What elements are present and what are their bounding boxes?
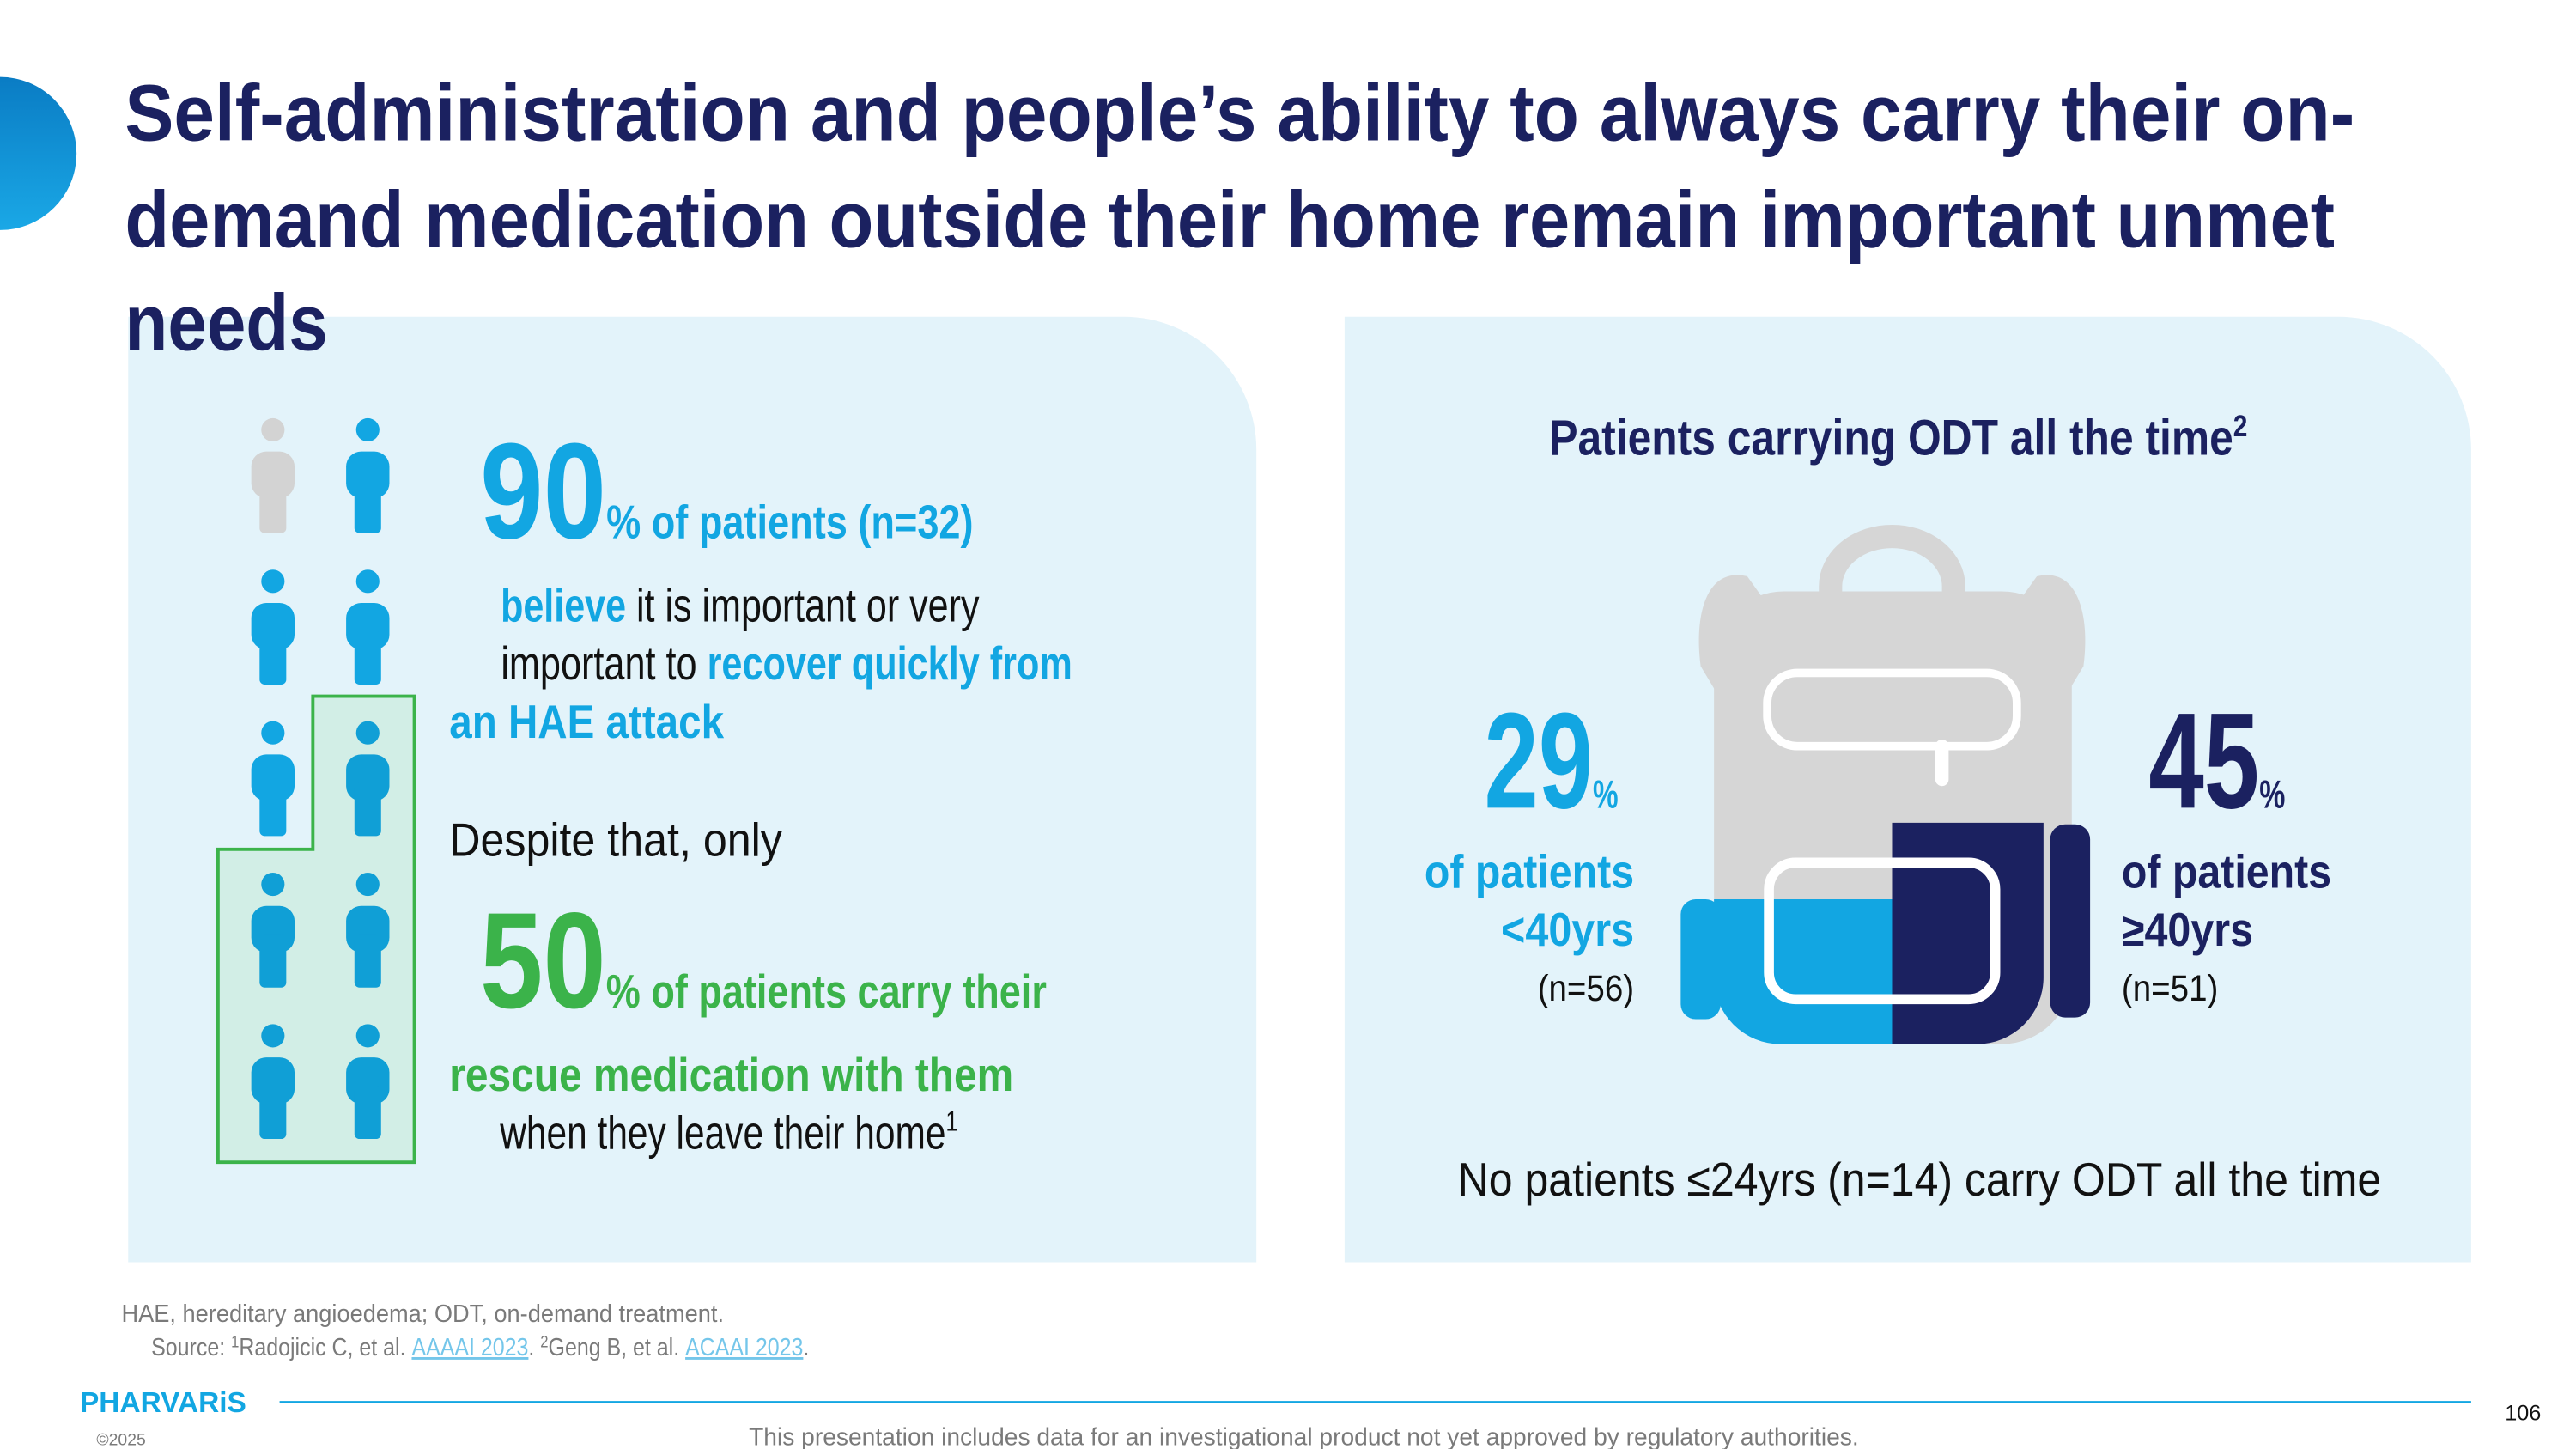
stat-line: 50% of patients carry their: [449, 884, 1065, 1037]
group-n: (n=56): [1538, 968, 1634, 1009]
title-line: demand medication outside their home rem…: [125, 174, 2335, 264]
bridge-text: Despite that, only: [449, 815, 782, 867]
group-label: of patients: [1425, 846, 1634, 898]
person-head: [355, 569, 380, 594]
source-text: .: [803, 1334, 809, 1361]
title-line: Self-administration and people’s ability…: [125, 68, 2354, 157]
plain: it is important or very: [626, 580, 980, 631]
stat-label: % of patients (n=32): [606, 496, 973, 548]
person-head: [355, 1024, 380, 1048]
text-line: when they leave their home1: [449, 1089, 988, 1159]
zip-pocket: [1763, 668, 2021, 751]
person-head: [261, 1024, 285, 1048]
front-pocket: [1764, 857, 2001, 1005]
person-legs: [354, 479, 381, 533]
backpack-fill-over-40: [1892, 822, 2044, 1044]
group-age: <40yrs: [1501, 904, 1634, 956]
stat-value: 50: [480, 884, 606, 1037]
source: Source: 1Radojicic C, et al. AAAAI 2023.…: [121, 1332, 827, 1361]
text-line: believe it is important or very: [449, 580, 1010, 631]
person-legs: [259, 782, 287, 837]
source-link[interactable]: ACAAI 2023: [685, 1334, 803, 1361]
side-pocket: [1680, 898, 1721, 1020]
person-legs: [259, 934, 287, 988]
panel-note: No patients ≤24yrs (n=14) carry ODT all …: [1458, 1154, 2382, 1206]
group-label: of patients: [2122, 846, 2331, 898]
people-icons: [251, 417, 390, 1140]
stat-line: 45%: [2122, 684, 2301, 837]
person-icon: [251, 721, 295, 837]
emphasis: believe: [501, 580, 626, 631]
backpack-fill-under-40: [1714, 898, 1893, 1044]
stat-line: 90% of patients (n=32): [449, 414, 992, 567]
backpack-handle: [1819, 524, 1965, 604]
person-icon: [346, 872, 390, 988]
emphasis: an HAE attack: [449, 697, 724, 748]
person-icon: [251, 872, 295, 988]
text-line: important to recover quickly from: [449, 638, 1103, 690]
person-head: [355, 872, 380, 897]
source-link[interactable]: AAAAI 2023: [411, 1334, 528, 1361]
person-head: [355, 417, 380, 442]
page-number: 106: [2505, 1402, 2541, 1426]
person-legs: [354, 782, 381, 837]
stat-value: 90: [480, 414, 606, 567]
plain: when they leave their home: [499, 1108, 945, 1160]
person-head: [261, 872, 285, 897]
person-icon: [251, 569, 295, 685]
footnote-ref: 2: [540, 1332, 548, 1351]
source-text: Geng B, et al.: [549, 1334, 686, 1361]
person-legs: [259, 479, 287, 533]
side-pocket: [2050, 824, 2091, 1018]
emphasis: rescue medication with them: [449, 1050, 1013, 1101]
emphasis: recover quickly from: [708, 638, 1072, 690]
person-legs: [259, 1086, 287, 1140]
group-n: (n=51): [2122, 968, 2218, 1009]
corner-decoration: [0, 76, 77, 230]
footnote-ref: 1: [945, 1105, 957, 1136]
person-head: [261, 569, 285, 594]
person-icon: [251, 1024, 295, 1140]
person-legs: [354, 1086, 381, 1140]
disclaimer: This presentation includes data for an i…: [749, 1424, 1859, 1449]
person-legs: [354, 630, 381, 685]
person-head: [261, 417, 285, 442]
copyright: ©2025: [96, 1431, 145, 1449]
footnote-ref: 1: [231, 1332, 239, 1351]
person-icon: [346, 569, 390, 685]
source-text: Source:: [151, 1334, 231, 1361]
footnote-ref: 2: [2233, 410, 2248, 443]
stat-label: % of patients carry their: [606, 966, 1047, 1018]
panel-title: Patients carrying ODT all the time2: [1517, 410, 2266, 466]
title-text: Patients carrying ODT all the time: [1549, 411, 2233, 466]
backpack: [1680, 524, 2091, 1044]
person-icon: [346, 721, 390, 837]
stat-unit: %: [2259, 771, 2285, 816]
source-text: .: [528, 1334, 540, 1361]
source-text: Radojicic C, et al.: [239, 1334, 411, 1361]
person-legs: [259, 630, 287, 685]
group-age: ≥40yrs: [2122, 904, 2253, 956]
stat-value: 45: [2148, 684, 2259, 837]
person-head: [355, 721, 380, 745]
person-legs: [354, 934, 381, 988]
person-icon: [346, 417, 390, 533]
person-icon: [346, 1024, 390, 1140]
person-head: [261, 721, 285, 745]
abbreviations: HAE, hereditary angioedema; ODT, on-dema…: [121, 1300, 724, 1328]
stat-value: 29: [1485, 684, 1594, 837]
title-line: needs: [125, 277, 327, 367]
stat-line: 29%: [1458, 684, 1634, 837]
logo: PHARVARiS: [80, 1386, 246, 1418]
stat-unit: %: [1593, 771, 1619, 816]
plain: important to: [501, 638, 707, 690]
person-icon: [251, 417, 295, 533]
